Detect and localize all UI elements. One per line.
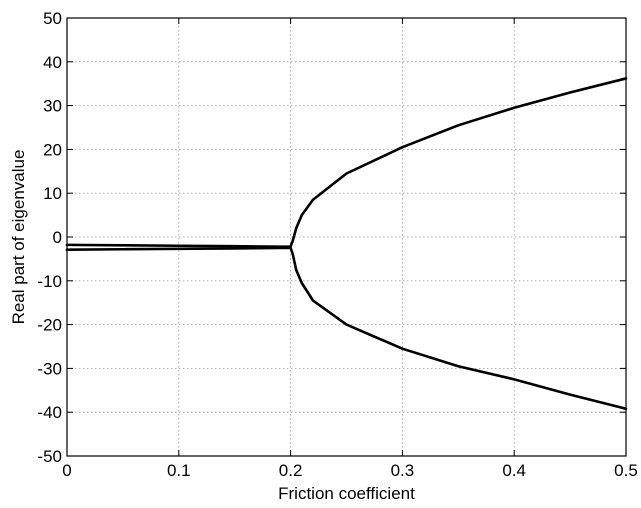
x-tick-label: 0 — [62, 461, 71, 480]
y-tick-label: -10 — [37, 272, 62, 291]
y-tick-label: 10 — [43, 184, 62, 203]
x-tick-label: 0.3 — [391, 461, 415, 480]
x-tick-label: 0.1 — [167, 461, 191, 480]
x-tick-label: 0.5 — [614, 461, 638, 480]
x-tick-label: 0.2 — [279, 461, 303, 480]
y-tick-label: 40 — [43, 53, 62, 72]
x-axis-label: Friction coefficient — [278, 484, 415, 503]
y-tick-label: 20 — [43, 140, 62, 159]
y-tick-label: -50 — [37, 447, 62, 466]
series-line-1 — [65, 77, 628, 248]
y-tick-label: 0 — [53, 228, 62, 247]
x-tick-labels: 0 0.1 0.2 0.3 0.4 0.5 — [62, 461, 638, 480]
y-tick-label: -30 — [37, 359, 62, 378]
y-tick-label: -40 — [37, 403, 62, 422]
series-layer — [65, 77, 628, 411]
plot-frame — [66, 17, 627, 457]
x-tick-label: 0.4 — [502, 461, 526, 480]
series-line-2 — [65, 246, 628, 411]
y-tick-label: 30 — [43, 97, 62, 116]
y-axis-label: Real part of eigenvalue — [9, 150, 28, 325]
y-tick-label: -20 — [37, 316, 62, 335]
tick-marks — [66, 17, 627, 457]
y-tick-label: 50 — [43, 9, 62, 28]
grid — [67, 18, 626, 456]
y-tick-labels: -50 -40 -30 -20 -10 0 10 20 30 40 50 — [37, 9, 62, 466]
